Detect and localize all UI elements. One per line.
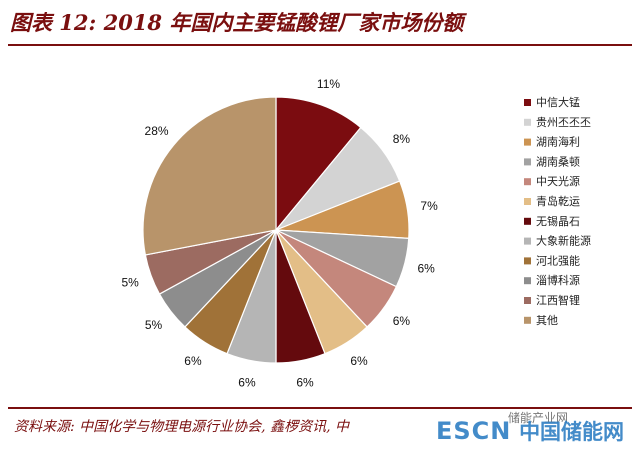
legend-swatch [524, 178, 531, 186]
slice-percent-label: 5% [121, 276, 139, 290]
source-divider [8, 407, 632, 409]
legend-entry-label: 大象新能源 [536, 234, 591, 248]
title-divider [8, 44, 632, 46]
pie-slices [142, 96, 410, 364]
wechat-watermark: 储能产业网 [508, 411, 569, 425]
slice-percent-label: 6% [350, 354, 368, 368]
watermark-site: 中国储能网 [519, 420, 625, 444]
legend-entry-label: 河北强能 [536, 253, 580, 267]
legend-swatch [524, 297, 531, 304]
legend-swatch [524, 257, 531, 265]
slice-percent-label: 28% [145, 124, 169, 138]
chart-title: 图表 12: 2018 年国内主要锰酸锂厂家市场份额 [10, 10, 464, 35]
slice-percent-label: 6% [393, 314, 411, 328]
pie-chart: 11% 8% 7% 6% 6% 6% 6% 6% 6% 5% 5% 28% 中信大锰贵州丕丕丕湖南海利… [121, 77, 591, 389]
legend-entry-label: 中天光源 [536, 174, 580, 188]
slice-percent-label: 8% [393, 132, 411, 146]
legend-swatch [524, 138, 531, 146]
slice-percent-label: 6% [296, 375, 314, 389]
site-watermark: ESCN 中国储能网 [436, 414, 624, 448]
slice-percent-label: 6% [238, 375, 256, 389]
pie-slice-12 [142, 96, 277, 256]
slice-percent-label: 6% [184, 354, 202, 368]
legend-entry-label: 其他 [536, 314, 558, 327]
legend-swatch [524, 198, 531, 205]
legend-swatch [524, 118, 531, 126]
legend-entry-label: 江西智锂 [536, 293, 580, 307]
legend-swatch [524, 237, 531, 245]
legend-entry-label: 淄博科源 [536, 273, 580, 287]
legend-entry-label: 无锡晶石 [536, 214, 580, 228]
legend-swatch [524, 217, 531, 225]
source-note: 资料来源: 中国化学与物理电源行业协会, 鑫椤资讯, 中 [14, 419, 349, 435]
pie-slice-1 [275, 96, 362, 232]
legend-entry-label: 青岛乾运 [536, 194, 580, 208]
legend-swatch [524, 316, 531, 324]
legend-entry-label: 湖南海利 [536, 135, 580, 149]
slice-percent-label: 5% [145, 318, 163, 332]
watermark-brand: ESCN [436, 417, 512, 445]
percent-labels: 11% 8% 7% 6% 6% 6% 6% 6% 6% 5% 5% 28% [121, 77, 438, 389]
legend: 中信大锰贵州丕丕丕湖南海利湖南桑顿中天光源青岛乾运无锡晶石大象新能源河北强能淄博… [524, 95, 591, 327]
legend-swatch [524, 99, 531, 106]
slice-percent-label: 6% [417, 262, 435, 276]
legend-entry-label: 湖南桑顿 [536, 154, 580, 168]
legend-entry-label: 中信大锰 [536, 95, 580, 109]
legend-swatch [524, 158, 531, 166]
legend-swatch [524, 277, 531, 285]
legend-entry-label: 贵州丕丕丕 [536, 116, 591, 129]
slice-percent-label: 11% [317, 77, 340, 91]
slice-percent-label: 7% [420, 199, 438, 213]
